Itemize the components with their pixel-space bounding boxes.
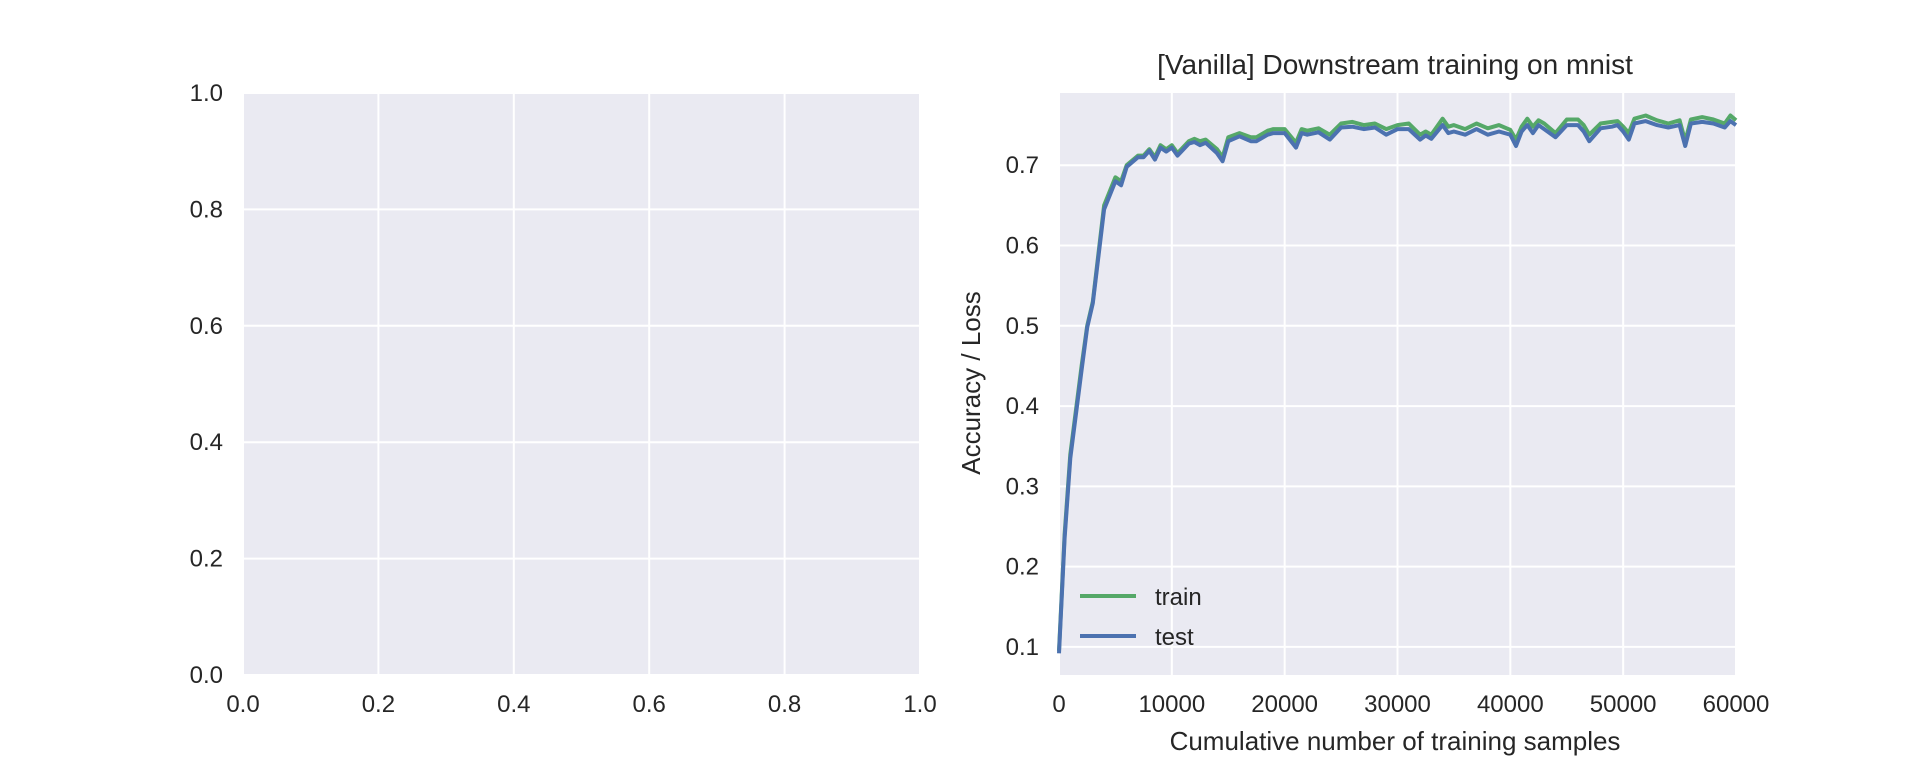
y-tick-label: 0.4: [1006, 393, 1039, 420]
y-tick-label: 0.6: [190, 313, 223, 340]
series-line-test: [1057, 119, 1738, 654]
x-tick-label: 0.8: [768, 691, 801, 718]
x-tick-label: 60000: [1703, 691, 1770, 718]
y-tick-label: 0.5: [1006, 313, 1039, 340]
legend-train-label: train: [1155, 584, 1202, 611]
y-tick-label: 0.2: [190, 546, 223, 573]
x-tick-label: 0: [1052, 691, 1065, 718]
x-tick-label: 30000: [1364, 691, 1431, 718]
legend-test-label: test: [1155, 624, 1194, 651]
right-series-lines: [1057, 113, 1738, 654]
x-tick-label: 0.4: [497, 691, 530, 718]
x-tick-label: 40000: [1477, 691, 1544, 718]
y-tick-label: 0.1: [1006, 634, 1039, 661]
y-tick-label: 0.2: [1006, 554, 1039, 581]
x-tick-label: 1.0: [903, 691, 936, 718]
left-x-tick-labels: 0.0 0.2 0.4 0.6 0.8 1.0: [226, 691, 936, 718]
y-tick-label: 0.6: [1006, 233, 1039, 260]
y-tick-label: 0.0: [190, 662, 223, 689]
x-tick-label: 20000: [1251, 691, 1318, 718]
left-axes: 0.0 0.2 0.4 0.6 0.8 1.0 0.0 0.2 0.4 0.6 0.8 1.0: [190, 80, 937, 718]
left-axes-face: [243, 93, 920, 675]
x-tick-label: 50000: [1590, 691, 1657, 718]
x-tick-label: 0.2: [362, 691, 395, 718]
right-grid: [1058, 93, 1737, 675]
x-axis-label: Cumulative number of training samples: [1170, 726, 1621, 756]
left-y-tick-labels: 0.0 0.2 0.4 0.6 0.8 1.0: [190, 80, 223, 689]
x-tick-label: 0.0: [226, 691, 259, 718]
x-tick-label: 10000: [1138, 691, 1205, 718]
right-y-tick-labels: 0.1 0.2 0.3 0.4 0.5 0.6 0.7: [1006, 152, 1039, 661]
y-tick-label: 0.3: [1006, 473, 1039, 500]
y-axis-label: Accuracy / Loss: [956, 291, 986, 475]
y-tick-label: 0.7: [1006, 152, 1039, 179]
left-grid: [242, 92, 921, 676]
x-tick-label: 0.6: [633, 691, 666, 718]
right-x-tick-labels: 0 10000 20000 30000 40000 50000 60000: [1052, 691, 1769, 718]
y-tick-label: 0.8: [190, 196, 223, 223]
chart-title: [Vanilla] Downstream training on mnist: [1157, 49, 1633, 80]
legend: train test: [1080, 584, 1202, 651]
y-tick-label: 0.4: [190, 429, 223, 456]
right-axes: 0 10000 20000 30000 40000 50000 60000 0.10.20.…: [956, 49, 1769, 756]
y-tick-label: 1.0: [190, 80, 223, 107]
